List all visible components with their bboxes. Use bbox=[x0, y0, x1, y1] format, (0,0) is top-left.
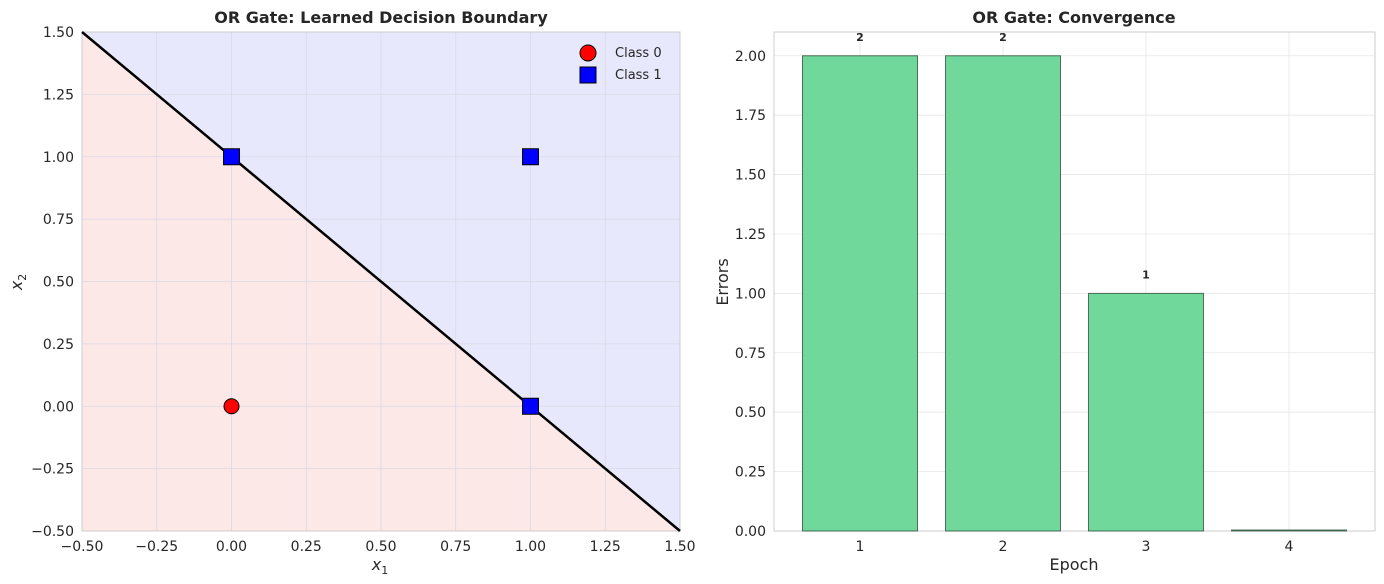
left-y-tick-label: 0.25 bbox=[43, 337, 74, 353]
right-x-tick-label: 2 bbox=[999, 539, 1008, 555]
left-x-axis-label: x1 bbox=[371, 555, 388, 577]
left-y-tick-label: −0.50 bbox=[31, 524, 74, 540]
right-x-tick-label: 4 bbox=[1285, 539, 1294, 555]
right-y-ticks: 0.00 0.25 0.50 0.75 1.00 1.25 1.50 1.75 2.00 bbox=[735, 49, 766, 540]
right-chart-title: OR Gate: Convergence bbox=[972, 8, 1175, 27]
left-y-tick-label: 1.50 bbox=[43, 25, 74, 41]
right-y-axis-label: Errors bbox=[713, 258, 732, 305]
class-1-point bbox=[522, 397, 539, 415]
left-x-tick-label: 1.25 bbox=[590, 539, 621, 555]
legend-class-1-label: Class 1 bbox=[615, 68, 662, 83]
left-x-tick-label: 0.00 bbox=[216, 539, 247, 555]
left-x-tick-label: 1.00 bbox=[515, 539, 546, 555]
legend-class-0-marker bbox=[579, 44, 597, 62]
left-x-tick-label: 1.50 bbox=[664, 539, 695, 555]
bar-data-label: 2 bbox=[999, 31, 1007, 44]
left-legend: Class 0 Class 1 bbox=[579, 44, 662, 84]
left-y-tick-label: 0.00 bbox=[43, 399, 74, 415]
legend-class-1-marker bbox=[579, 66, 597, 84]
left-y-tick-label: 1.00 bbox=[43, 150, 74, 166]
left-y-axis-label: x2 bbox=[7, 274, 29, 291]
decision-boundary-chart: −0.50 −0.25 0.00 0.25 0.50 0.75 1.00 1.25 1.50 −… bbox=[7, 8, 696, 577]
right-x-tick-label: 3 bbox=[1142, 539, 1151, 555]
left-y-tick-label: 0.50 bbox=[43, 275, 74, 291]
convergence-chart: 2 2 1 1 2 3 4 0.00 0.25 0.50 0.75 1.00 1.25 1.50 1.7… bbox=[713, 8, 1376, 574]
right-y-tick-label: 1.50 bbox=[735, 168, 766, 184]
left-y-ticks: −0.50 −0.25 0.00 0.25 0.50 0.75 1.00 1.25 1.50 bbox=[31, 25, 74, 540]
decision-boundary-line bbox=[81, 31, 681, 532]
left-y-tick-label: 0.75 bbox=[43, 212, 74, 228]
class-1-point bbox=[522, 148, 539, 166]
bar-epoch-2 bbox=[945, 55, 1061, 532]
right-y-tick-label: 1.00 bbox=[735, 286, 766, 302]
left-chart-title: OR Gate: Learned Decision Boundary bbox=[214, 8, 548, 27]
right-x-axis-label: Epoch bbox=[1050, 555, 1099, 574]
right-y-tick-label: 2.00 bbox=[735, 49, 766, 65]
right-x-ticks: 1 2 3 4 bbox=[856, 539, 1294, 555]
class-0-point bbox=[223, 398, 240, 415]
bar-data-label: 2 bbox=[856, 31, 864, 44]
bar-epoch-1 bbox=[802, 55, 918, 532]
left-y-tick-label: 1.25 bbox=[43, 87, 74, 103]
right-y-tick-label: 0.00 bbox=[735, 524, 766, 540]
left-x-tick-label: 0.25 bbox=[291, 539, 322, 555]
left-x-tick-label: 0.50 bbox=[365, 539, 396, 555]
right-y-tick-label: 1.75 bbox=[735, 108, 766, 124]
right-x-tick-label: 1 bbox=[856, 539, 865, 555]
left-x-tick-label: −0.25 bbox=[135, 539, 178, 555]
right-axes-frame bbox=[773, 31, 1376, 532]
right-data-labels: 2 2 1 bbox=[856, 31, 1150, 282]
right-bars bbox=[802, 55, 1347, 532]
left-y-tick-label: −0.25 bbox=[31, 462, 74, 478]
bar-epoch-4 bbox=[1231, 529, 1347, 532]
left-x-axis-label-base: x bbox=[371, 555, 382, 574]
right-y-tick-label: 0.25 bbox=[735, 465, 766, 481]
left-data-points bbox=[223, 148, 539, 415]
left-y-axis-label-sub: 2 bbox=[16, 274, 29, 281]
left-x-axis-label-sub: 1 bbox=[381, 564, 388, 577]
left-x-tick-label: 0.75 bbox=[440, 539, 471, 555]
right-y-tick-label: 1.25 bbox=[735, 227, 766, 243]
right-y-tick-label: 0.75 bbox=[735, 346, 766, 362]
right-y-tick-label: 0.50 bbox=[735, 405, 766, 421]
legend-class-0-label: Class 0 bbox=[615, 46, 662, 61]
bar-epoch-3 bbox=[1088, 292, 1204, 532]
left-x-tick-label: −0.50 bbox=[61, 539, 104, 555]
left-axes-frame bbox=[81, 31, 681, 532]
left-y-axis-label-base: x bbox=[7, 280, 26, 291]
bar-data-label: 1 bbox=[1142, 268, 1150, 281]
class-1-point bbox=[223, 148, 240, 166]
left-x-ticks: −0.50 −0.25 0.00 0.25 0.50 0.75 1.00 1.25 1.50 bbox=[61, 539, 696, 555]
